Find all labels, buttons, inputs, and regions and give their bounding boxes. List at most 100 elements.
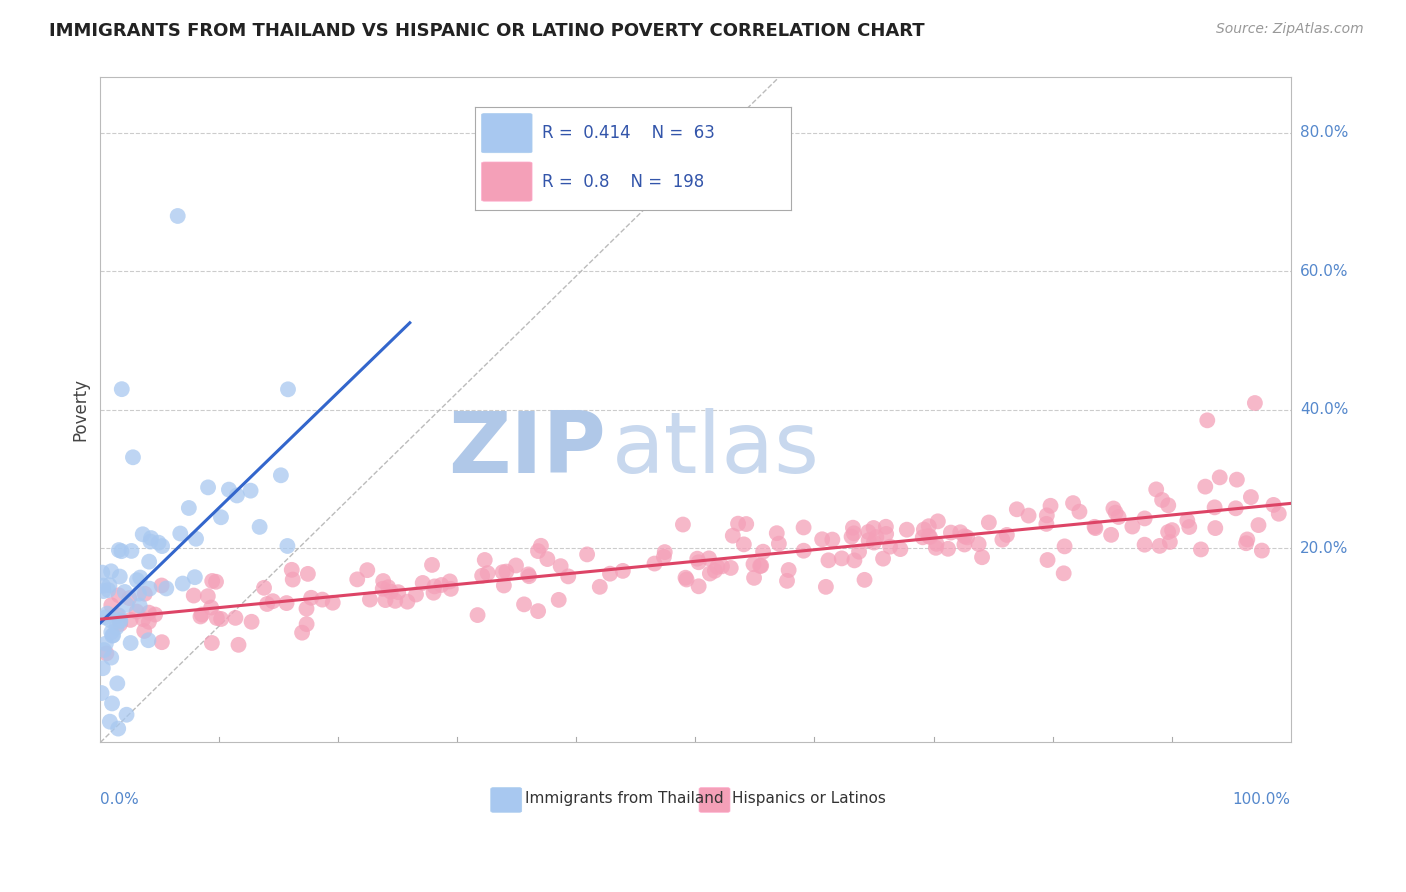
Point [249,520,271,534]
Point [191,607,214,622]
Point [879,540,901,554]
Point [346,573,368,587]
Point [91,579,114,593]
Point [733,537,755,551]
Point [576,548,599,562]
Point [201,636,224,650]
Point [953,529,976,543]
Point [936,541,959,556]
Point [98,578,121,592]
Point [557,569,579,583]
Point [311,592,333,607]
Point [925,537,948,551]
Point [1104,506,1126,520]
Point [177,500,200,515]
Point [1018,508,1040,523]
Point [1175,514,1198,528]
Point [132,527,155,541]
Point [814,580,837,594]
Point [90,686,112,700]
Point [108,569,131,583]
Point [1099,528,1122,542]
Point [853,573,876,587]
Point [842,521,865,535]
Point [110,544,132,558]
Point [291,625,314,640]
Point [612,564,634,578]
Point [1069,505,1091,519]
Point [793,520,815,534]
Point [1144,483,1167,497]
Point [589,580,612,594]
Point [373,574,395,588]
Point [1225,501,1247,516]
Point [128,586,150,600]
Point [547,593,569,607]
Point [197,589,219,603]
Point [821,533,844,547]
Point [262,594,284,608]
Point [209,510,232,524]
Point [977,516,1000,530]
Point [322,596,344,610]
Point [107,588,129,602]
Point [134,624,156,638]
Point [844,553,866,567]
Point [492,578,515,592]
Point [1133,511,1156,525]
Point [100,564,122,578]
Point [120,544,142,558]
Point [1236,533,1258,547]
Point [953,537,976,551]
Point [1036,508,1059,523]
Point [1234,536,1257,550]
Point [93,643,115,657]
Point [129,570,152,584]
Point [949,525,972,540]
Point [536,552,558,566]
Point [197,480,219,494]
Point [228,638,250,652]
Point [91,661,114,675]
Point [477,566,499,581]
Point [276,596,298,610]
Point [1247,518,1270,533]
Point [495,565,517,579]
Point [225,488,247,502]
Point [735,516,758,531]
Point [120,636,142,650]
Point [128,599,150,613]
Point [872,551,894,566]
Point [205,574,228,589]
Point [240,615,263,629]
Point [1204,500,1226,515]
Point [118,591,141,606]
Point [396,594,419,608]
Point [359,592,381,607]
Point [778,563,800,577]
Point [1194,480,1216,494]
Point [742,557,765,571]
Point [527,604,550,618]
Point [105,621,128,635]
Point [440,582,463,596]
Point [1083,520,1105,534]
Point [295,617,318,632]
Point [939,525,962,540]
Point [110,615,132,629]
Point [150,539,173,553]
Point [720,561,742,575]
Point [688,579,710,593]
Text: 20.0%: 20.0% [1301,541,1348,556]
Point [108,617,131,632]
Point [474,553,496,567]
Point [727,516,749,531]
Point [183,589,205,603]
Point [184,532,207,546]
Point [706,560,728,574]
Point [276,539,298,553]
Point [686,551,709,566]
Point [1161,523,1184,537]
Point [1244,396,1267,410]
Point [749,558,772,573]
